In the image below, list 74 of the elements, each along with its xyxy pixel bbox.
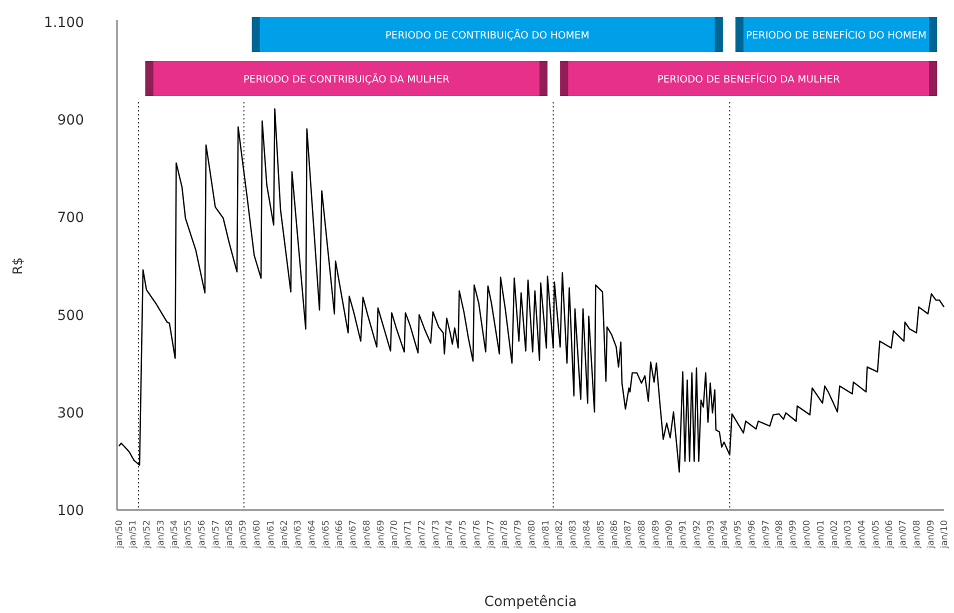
band-label: PERIODO DE BENEFÍCIO DA MULHER <box>657 72 840 86</box>
x-tick-label: jan/97 <box>761 520 772 550</box>
band-label: PERIODO DE CONTRIBUIÇÃO DO HOMEM <box>385 28 590 42</box>
y-tick-label: 700 <box>57 210 84 226</box>
x-tick-label: jan/10 <box>940 520 950 550</box>
x-tick-label: jan/05 <box>871 520 882 550</box>
band-label: PERIODO DE CONTRIBUIÇÃO DA MULHER <box>243 72 450 86</box>
y-tick-label: 500 <box>57 308 84 324</box>
x-tick-label: jan/56 <box>197 520 208 550</box>
x-tick-label: jan/69 <box>376 520 386 550</box>
line-series <box>118 108 945 473</box>
x-tick-label: jan/81 <box>541 520 552 550</box>
x-tick-label: jan/07 <box>898 520 909 550</box>
x-tick-label: jan/54 <box>170 520 180 550</box>
x-tick-label: jan/60 <box>252 520 262 550</box>
x-tick-label: jan/67 <box>348 520 359 550</box>
x-tick-label: jan/04 <box>857 520 868 550</box>
x-tick-label: jan/74 <box>445 520 455 550</box>
x-tick-label: jan/55 <box>184 520 194 550</box>
x-tick-label: jan/01 <box>816 520 826 550</box>
x-tick-label: jan/95 <box>734 520 744 550</box>
x-tick-label: jan/57 <box>211 520 222 550</box>
x-tick-label: jan/02 <box>830 520 840 550</box>
x-tick-label: jan/50 <box>115 520 125 550</box>
x-tick-label: jan/80 <box>527 520 538 550</box>
x-tick-label: jan/08 <box>912 520 922 550</box>
x-tick-label: jan/93 <box>706 520 716 550</box>
x-tick-label: jan/64 <box>307 520 318 550</box>
x-tick-label: jan/83 <box>568 520 579 550</box>
x-tick-label: jan/99 <box>788 520 799 550</box>
x-tick-label: jan/94 <box>720 520 730 550</box>
x-tick-label: jan/92 <box>692 520 702 550</box>
y-tick-label: 300 <box>57 405 84 422</box>
x-tick-label: jan/71 <box>404 520 414 550</box>
x-tick-label: jan/06 <box>885 520 895 550</box>
x-tick-label: jan/76 <box>472 520 482 550</box>
x-tick-label: jan/68 <box>362 520 372 550</box>
x-tick-label: jan/84 <box>582 520 592 550</box>
x-tick-label: jan/78 <box>500 520 510 550</box>
x-tick-label: jan/63 <box>294 520 304 550</box>
x-tick-label: jan/85 <box>596 520 606 550</box>
x-tick-label: jan/09 <box>926 520 936 550</box>
x-tick-label: jan/87 <box>624 520 634 550</box>
x-tick-label: jan/89 <box>651 520 662 550</box>
y-axis-title: R$ <box>11 257 26 275</box>
x-tick-label: jan/62 <box>280 520 290 550</box>
x-tick-label: jan/59 <box>238 520 249 550</box>
x-tick-label: jan/00 <box>802 520 812 550</box>
y-tick-label: 100 <box>57 503 84 519</box>
x-tick-label: jan/82 <box>555 520 565 550</box>
x-tick-label: jan/52 <box>142 520 152 550</box>
x-tick-label: jan/53 <box>156 520 166 550</box>
x-tick-label: jan/98 <box>775 520 785 550</box>
x-tick-label: jan/61 <box>266 520 276 550</box>
x-tick-label: jan/88 <box>637 520 648 550</box>
x-tick-label: jan/86 <box>610 520 620 550</box>
x-tick-label: jan/65 <box>321 520 332 550</box>
x-tick-label: jan/72 <box>417 520 428 550</box>
x-tick-label: jan/51 <box>128 520 139 550</box>
y-tick-label: 1.100 <box>44 15 84 31</box>
x-tick-label: jan/77 <box>486 520 496 550</box>
x-tick-label: jan/70 <box>390 520 400 550</box>
x-tick-label: jan/58 <box>225 520 235 550</box>
x-tick-label: jan/91 <box>678 520 689 550</box>
x-tick-label: jan/03 <box>844 520 854 550</box>
x-tick-label: jan/73 <box>431 520 442 550</box>
y-tick-label: 900 <box>57 112 84 129</box>
x-tick-label: jan/75 <box>458 520 469 550</box>
x-tick-label: jan/66 <box>335 520 345 550</box>
x-tick-label: jan/96 <box>747 520 758 550</box>
x-axis-title: Competência <box>484 594 577 610</box>
band-label: PERIODO DE BENEFÍCIO DO HOMEM <box>746 28 926 42</box>
x-tick-label: jan/79 <box>514 520 524 550</box>
x-tick-label: jan/90 <box>665 520 675 550</box>
